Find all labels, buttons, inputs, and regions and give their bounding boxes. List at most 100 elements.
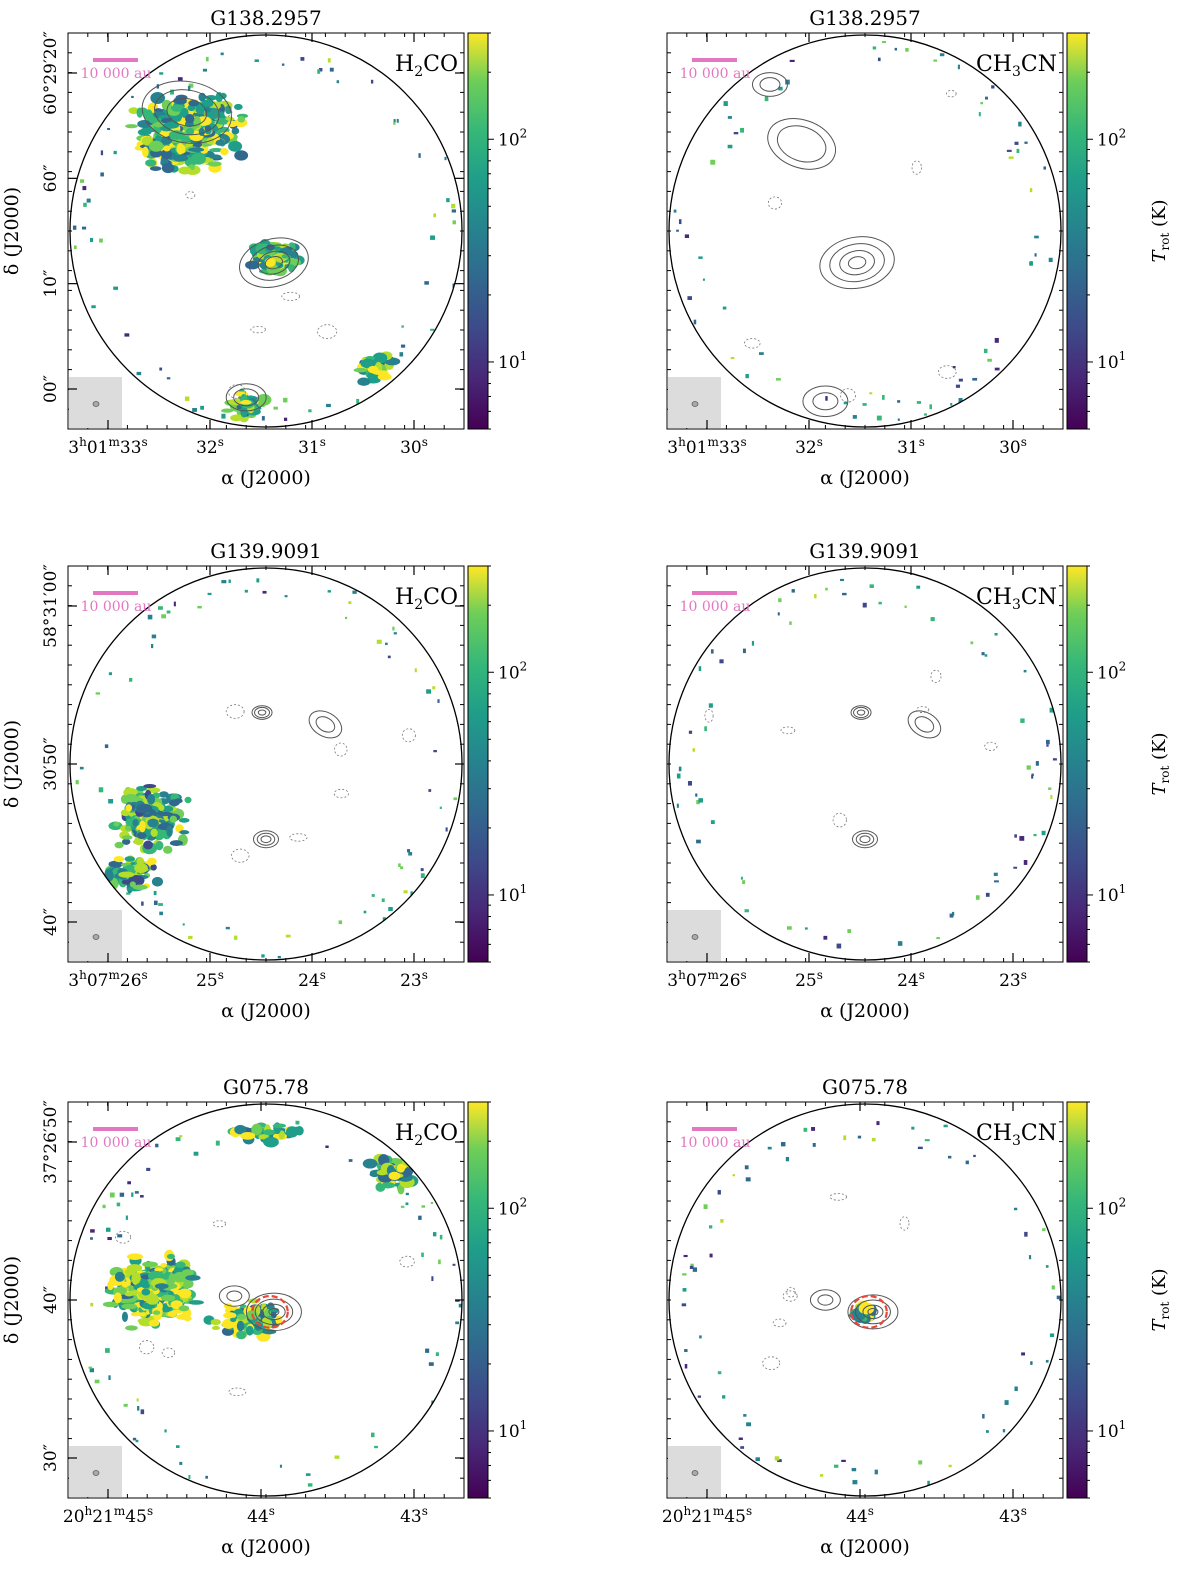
negative-contour — [227, 384, 246, 399]
noise-pixel — [421, 1205, 426, 1208]
emission-pixel — [161, 162, 175, 174]
noise-pixel — [95, 692, 101, 695]
continuum-contour — [264, 256, 284, 270]
noise-pixel — [811, 1127, 816, 1131]
negative-contour — [399, 1255, 415, 1268]
noise-pixel — [1014, 834, 1017, 838]
noise-pixel — [676, 229, 679, 232]
noise-pixel — [1050, 794, 1053, 799]
emission-pixel — [209, 154, 222, 160]
emission-pixel — [168, 1272, 176, 1285]
panel-bottom-left: G075.78 10 000 au H2CO 20h21m45s 44s 43s α (J2… — [1, 1075, 527, 1558]
noise-pixel — [329, 67, 334, 72]
noise-pixel — [897, 400, 901, 403]
noise-pixel — [102, 1204, 106, 1209]
emission-pixel — [234, 150, 249, 161]
noise-pixel — [400, 344, 406, 348]
noise-pixel — [710, 159, 716, 165]
noise-pixel — [1046, 744, 1049, 747]
noise-pixel — [1056, 1295, 1061, 1300]
emission-pixel — [169, 815, 178, 823]
noise-pixel — [283, 417, 288, 421]
emission-pixel — [263, 1129, 276, 1136]
emission-pixel — [372, 370, 386, 375]
emission-pixel — [136, 803, 153, 814]
noise-pixel — [950, 402, 953, 406]
noise-pixel — [777, 1459, 782, 1463]
panel-title: G138.2957 — [809, 6, 920, 30]
noise-pixel — [86, 198, 91, 203]
negative-contour — [317, 324, 338, 339]
noise-pixel — [684, 1349, 688, 1352]
noise-pixel — [99, 238, 103, 243]
noise-pixel — [381, 898, 385, 902]
noise-pixel — [975, 895, 980, 900]
noise-pixel — [973, 1154, 976, 1158]
noise-pixel — [876, 415, 882, 421]
emission-pixel — [178, 817, 190, 823]
noise-pixel — [371, 1432, 375, 1438]
noise-pixel — [81, 226, 87, 230]
emission-pixel — [223, 1312, 237, 1319]
emission-pixel — [234, 1124, 247, 1135]
primary-beam-circle — [69, 34, 463, 428]
noise-pixel — [188, 1474, 191, 1479]
noise-pixel — [455, 1299, 460, 1302]
emission-pixel — [264, 257, 276, 267]
noise-pixel — [188, 83, 194, 88]
noise-pixel — [279, 1464, 282, 1468]
continuum-contour — [867, 1307, 879, 1316]
noise-pixel — [722, 306, 727, 310]
emission-pixel — [167, 1311, 177, 1318]
noise-pixel — [424, 281, 429, 285]
emission-pixel — [178, 166, 192, 175]
panel-title: G075.78 — [223, 1075, 309, 1099]
emission-pixel — [150, 864, 157, 871]
noise-pixel — [872, 46, 877, 50]
emission-pixel — [172, 154, 189, 162]
noise-pixel — [869, 392, 873, 395]
noise-pixel — [131, 95, 134, 99]
noise-pixel — [958, 378, 963, 382]
y-tick-label: 60°29′20″ — [41, 31, 61, 115]
colorbar — [1066, 32, 1088, 430]
tracer-label: CH3CN — [976, 585, 1057, 613]
continuum-contour — [839, 250, 875, 276]
scale-bar-label: 10 000 au — [81, 66, 152, 82]
noise-pixel — [392, 626, 395, 631]
noise-pixel — [1024, 1231, 1028, 1237]
noise-pixel — [733, 132, 739, 135]
noise-pixel — [834, 1464, 839, 1468]
continuum-contour — [254, 706, 271, 719]
noise-pixel — [108, 672, 112, 676]
noise-pixel — [348, 601, 352, 605]
noise-pixel — [676, 773, 681, 779]
emission-pixel — [285, 1126, 299, 1138]
noise-pixel — [1043, 166, 1047, 170]
emission-pixel — [132, 839, 140, 845]
colorbar-tick-label: 101 — [1097, 349, 1126, 373]
panel-title: G139.9091 — [809, 539, 920, 563]
noise-pixel — [244, 589, 248, 593]
noise-pixel — [916, 401, 922, 404]
beam-ellipse — [691, 934, 699, 940]
noise-pixel — [117, 1234, 123, 1238]
emission-pixel — [114, 841, 124, 849]
noise-pixel — [1033, 833, 1037, 837]
noise-pixel — [370, 79, 374, 84]
noise-pixel — [917, 1146, 923, 1150]
noise-pixel — [947, 1155, 952, 1159]
noise-pixel — [704, 726, 707, 732]
noise-pixel — [433, 750, 437, 753]
noise-pixel — [187, 85, 191, 91]
emission-pixel — [377, 373, 392, 381]
panel-top-left: G138.2957 10 000 au H2CO 3h01m33s 32s 31s 30s α… — [1, 6, 527, 489]
continuum-contour — [852, 830, 878, 849]
noise-pixel — [94, 1379, 100, 1384]
emission-pixel — [124, 1268, 135, 1276]
noise-pixel — [100, 150, 104, 156]
emission-pixel — [245, 1325, 254, 1336]
noise-pixel — [847, 929, 852, 933]
noise-pixel — [958, 398, 963, 403]
noise-pixel — [676, 803, 679, 808]
